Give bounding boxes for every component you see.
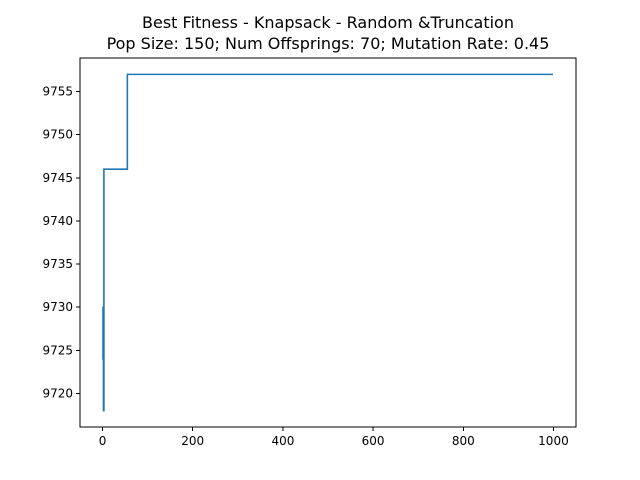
y-tick-label: 9755 [42, 85, 73, 99]
x-tick-label: 600 [362, 434, 385, 448]
y-tick-label: 9735 [42, 257, 73, 271]
x-tick-label: 1000 [538, 434, 569, 448]
chart-subtitle: Pop Size: 150; Num Offsprings: 70; Mutat… [107, 34, 550, 53]
x-tick-label: 800 [452, 434, 475, 448]
y-tick-label: 9740 [42, 214, 73, 228]
y-tick-label: 9720 [42, 386, 73, 400]
y-tick-label: 9725 [42, 343, 73, 357]
y-axis-ticks: 9720 9725 9730 9735 9740 9745 9750 9755 [42, 85, 80, 400]
plot-area [102, 73, 553, 412]
y-tick-label: 9745 [42, 171, 73, 185]
axes-frame [79, 57, 577, 428]
x-tick-label: 400 [271, 434, 294, 448]
chart-title: Best Fitness - Knapsack - Random &Trunca… [142, 13, 514, 32]
series-line-0 [102, 73, 553, 412]
y-tick-label: 9730 [42, 300, 73, 314]
x-tick-label: 200 [181, 434, 204, 448]
x-tick-label: 0 [99, 434, 107, 448]
y-tick-label: 9750 [42, 128, 73, 142]
x-axis-ticks: 0 200 400 600 800 1000 [99, 427, 569, 448]
